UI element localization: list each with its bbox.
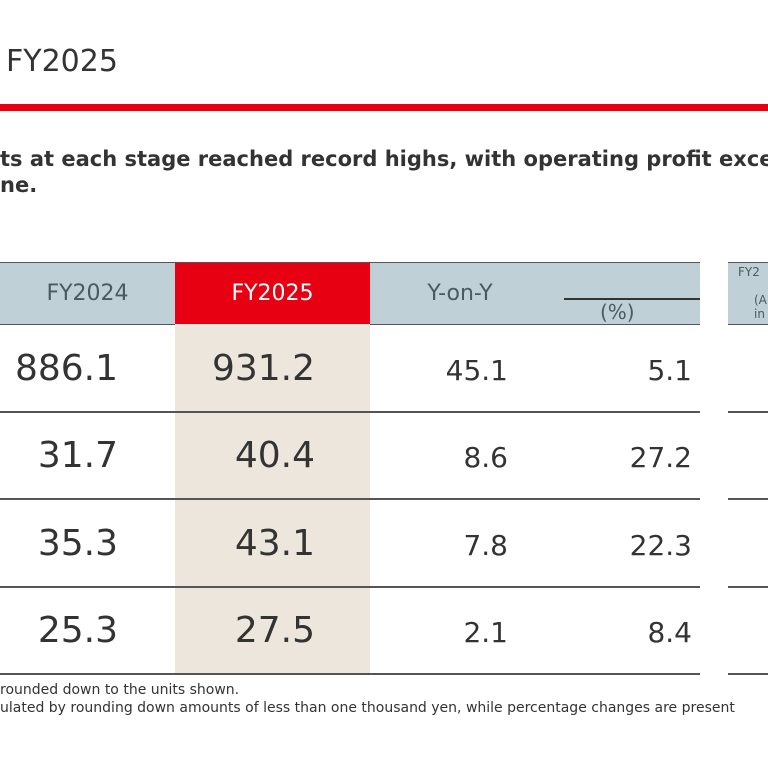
right-header-fragment-2: (A xyxy=(754,293,767,307)
right-row-divider xyxy=(728,411,768,413)
row-divider xyxy=(0,498,700,500)
header-pct: (%) xyxy=(600,300,635,324)
summary-line-2: ne. xyxy=(0,173,38,197)
cell-fy2025: 27.5 xyxy=(234,610,315,651)
row-divider xyxy=(0,586,700,588)
page-title: FY2025 xyxy=(6,44,118,79)
right-row-divider xyxy=(728,498,768,500)
right-header-fragment-3: in xyxy=(754,307,765,321)
header-yoy: Y-on-Y xyxy=(427,281,493,306)
right-table-header: FY2 (A in xyxy=(728,262,768,325)
header-fy2024: FY2024 xyxy=(46,281,129,306)
cell-fy2024: 31.7 xyxy=(37,435,118,476)
cell-pct: 22.3 xyxy=(629,529,692,562)
cell-yoy: 8.6 xyxy=(463,441,508,474)
cell-pct: 5.1 xyxy=(647,354,692,387)
footnote-1: rounded down to the units shown. xyxy=(0,682,240,698)
cell-fy2025: 43.1 xyxy=(234,523,315,564)
row-divider xyxy=(0,411,700,413)
header-yoy-underline xyxy=(564,298,700,300)
cell-fy2025: 40.4 xyxy=(234,435,315,476)
right-row-divider xyxy=(728,586,768,588)
cell-yoy: 2.1 xyxy=(463,616,508,649)
summary-text: ts at each stage reached record highs, w… xyxy=(0,146,768,198)
row-divider xyxy=(0,673,700,675)
cell-yoy: 45.1 xyxy=(445,354,508,387)
cell-fy2024: 25.3 xyxy=(37,610,118,651)
header-yoy-group: Y-on-Y xyxy=(370,263,700,324)
cell-fy2024: 886.1 xyxy=(14,348,118,389)
table-header: FY2024 FY2025 Y-on-Y xyxy=(0,262,700,325)
cell-fy2025: 931.2 xyxy=(211,348,315,389)
cell-pct: 27.2 xyxy=(629,441,692,474)
cell-pct: 8.4 xyxy=(647,616,692,649)
footnote-2: ulated by rounding down amounts of less … xyxy=(0,700,735,716)
cell-yoy: 7.8 xyxy=(463,529,508,562)
cell-fy2024: 35.3 xyxy=(37,523,118,564)
summary-line-1: ts at each stage reached record highs, w… xyxy=(0,147,768,171)
title-divider xyxy=(0,104,768,111)
right-header-fragment-1: FY2 xyxy=(738,265,760,279)
header-fy2025: FY2025 xyxy=(175,263,370,324)
right-row-divider xyxy=(728,673,768,675)
